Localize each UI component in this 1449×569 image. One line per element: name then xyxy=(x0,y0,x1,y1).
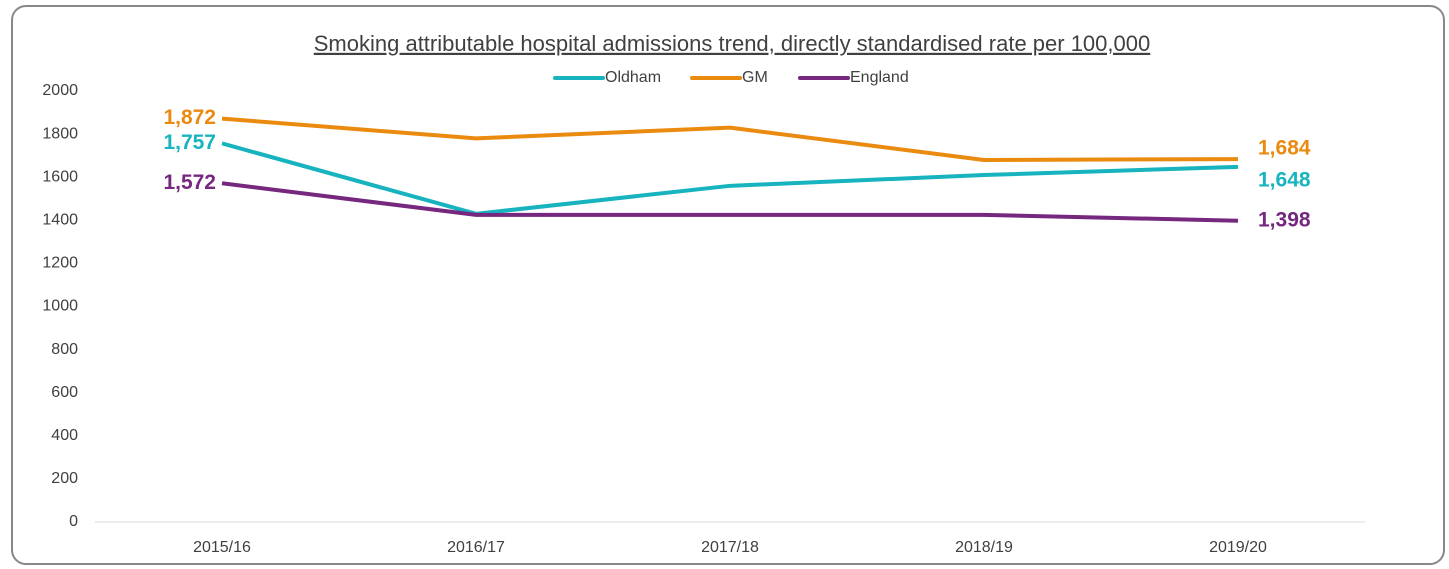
x-tick-label: 2019/20 xyxy=(1209,539,1267,556)
data-label: 1,398 xyxy=(1258,208,1311,231)
chart-frame xyxy=(11,5,1445,565)
y-tick-label: 1200 xyxy=(42,255,78,272)
legend-label: England xyxy=(850,69,909,86)
legend-label: Oldham xyxy=(605,69,661,86)
series-line xyxy=(221,181,1239,223)
x-tick-label: 2015/16 xyxy=(193,539,251,556)
y-tick-label: 1000 xyxy=(42,298,78,315)
legend-label: GM xyxy=(742,69,768,86)
data-label: 1,757 xyxy=(163,131,216,154)
data-label: 1,872 xyxy=(163,106,216,129)
data-label: 1,684 xyxy=(1258,137,1311,160)
y-tick-label: 800 xyxy=(51,341,78,358)
y-tick-label: 600 xyxy=(51,384,78,401)
x-tick-label: 2017/18 xyxy=(701,539,759,556)
data-label: 1,572 xyxy=(163,171,216,194)
x-tick-label: 2018/19 xyxy=(955,539,1013,556)
series-line xyxy=(221,141,1239,216)
y-tick-label: 400 xyxy=(51,427,78,444)
y-tick-label: 2000 xyxy=(42,82,78,99)
y-tick-label: 1600 xyxy=(42,168,78,185)
series-line xyxy=(221,116,1239,162)
chart-title: Smoking attributable hospital admissions… xyxy=(314,31,1150,56)
x-tick-label: 2016/17 xyxy=(447,539,505,556)
y-tick-label: 1400 xyxy=(42,212,78,229)
y-tick-label: 1800 xyxy=(42,125,78,142)
y-tick-label: 200 xyxy=(51,470,78,487)
data-label: 1,648 xyxy=(1258,168,1311,191)
y-tick-label: 0 xyxy=(69,513,78,530)
